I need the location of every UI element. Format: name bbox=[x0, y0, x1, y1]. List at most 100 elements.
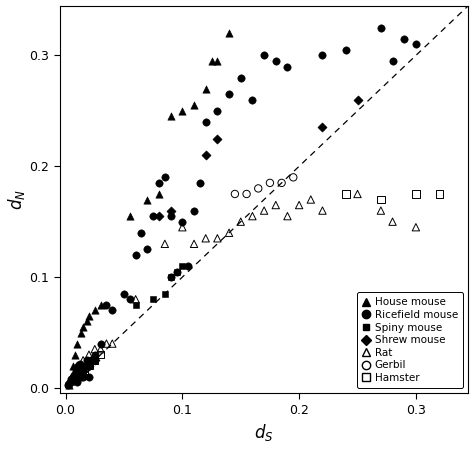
Rat bbox=[91, 346, 99, 353]
House mouse bbox=[73, 340, 81, 347]
Gerbil bbox=[77, 370, 84, 377]
Ricefield mouse bbox=[74, 362, 82, 370]
Spiny mouse bbox=[179, 262, 186, 269]
Rat bbox=[225, 229, 233, 236]
Gerbil bbox=[231, 190, 239, 198]
Gerbil bbox=[255, 185, 262, 192]
House mouse bbox=[155, 190, 163, 198]
Ricefield mouse bbox=[91, 351, 99, 358]
Rat bbox=[260, 207, 268, 214]
House mouse bbox=[144, 196, 151, 203]
Ricefield mouse bbox=[73, 379, 81, 386]
Spiny mouse bbox=[68, 379, 75, 386]
Ricefield mouse bbox=[137, 229, 145, 236]
House mouse bbox=[97, 301, 104, 308]
Gerbil bbox=[65, 381, 73, 388]
Hamster bbox=[91, 357, 99, 364]
Hamster bbox=[81, 366, 88, 374]
Ricefield mouse bbox=[97, 340, 104, 347]
Ricefield mouse bbox=[73, 368, 80, 375]
Spiny mouse bbox=[161, 290, 169, 297]
Ricefield mouse bbox=[214, 107, 221, 114]
Ricefield mouse bbox=[144, 246, 151, 253]
Ricefield mouse bbox=[83, 357, 91, 364]
Ricefield mouse bbox=[190, 207, 198, 214]
Gerbil bbox=[73, 373, 81, 380]
Hamster bbox=[85, 362, 93, 370]
Gerbil bbox=[91, 357, 99, 364]
Gerbil bbox=[278, 179, 285, 186]
Rat bbox=[412, 224, 419, 231]
Ricefield mouse bbox=[272, 57, 280, 65]
House mouse bbox=[79, 323, 87, 330]
Shrew mouse bbox=[354, 96, 361, 103]
Rat bbox=[179, 224, 186, 231]
Hamster bbox=[412, 190, 419, 198]
Spiny mouse bbox=[73, 373, 81, 380]
X-axis label: $d_S$: $d_S$ bbox=[255, 423, 274, 444]
Hamster bbox=[377, 196, 385, 203]
Ricefield mouse bbox=[103, 301, 110, 308]
Rat bbox=[272, 202, 280, 209]
Shrew mouse bbox=[214, 135, 221, 142]
Hamster bbox=[342, 190, 350, 198]
Rat bbox=[190, 240, 198, 247]
Rat bbox=[85, 351, 93, 358]
Ricefield mouse bbox=[109, 307, 116, 314]
Ricefield mouse bbox=[412, 41, 419, 48]
Rat bbox=[389, 218, 396, 225]
Shrew mouse bbox=[155, 212, 163, 220]
Rat bbox=[103, 340, 110, 347]
Ricefield mouse bbox=[389, 57, 396, 65]
House mouse bbox=[225, 30, 233, 37]
House mouse bbox=[71, 351, 79, 358]
Ricefield mouse bbox=[260, 52, 268, 59]
Rat bbox=[377, 207, 385, 214]
Shrew mouse bbox=[79, 368, 87, 375]
Rat bbox=[161, 240, 169, 247]
House mouse bbox=[85, 313, 93, 320]
Shrew mouse bbox=[91, 357, 99, 364]
House mouse bbox=[91, 307, 99, 314]
Spiny mouse bbox=[132, 301, 139, 308]
Hamster bbox=[71, 375, 79, 383]
Ricefield mouse bbox=[81, 362, 88, 370]
Gerbil bbox=[243, 190, 250, 198]
Ricefield mouse bbox=[237, 74, 245, 81]
Ricefield mouse bbox=[76, 360, 83, 367]
Ricefield mouse bbox=[249, 96, 256, 103]
Spiny mouse bbox=[85, 362, 93, 370]
Ricefield mouse bbox=[126, 296, 134, 303]
Rat bbox=[214, 235, 221, 242]
Rat bbox=[249, 212, 256, 220]
Ricefield mouse bbox=[78, 368, 86, 375]
House mouse bbox=[190, 102, 198, 109]
Spiny mouse bbox=[167, 273, 174, 281]
Ricefield mouse bbox=[68, 375, 75, 383]
Shrew mouse bbox=[319, 124, 326, 131]
Ricefield mouse bbox=[167, 273, 174, 281]
Gerbil bbox=[85, 362, 93, 370]
Legend: House mouse, Ricefield mouse, Spiny mouse, Shrew mouse, Rat, Gerbil, Hamster: House mouse, Ricefield mouse, Spiny mous… bbox=[357, 292, 463, 388]
Ricefield mouse bbox=[179, 218, 186, 225]
Rat bbox=[295, 202, 303, 209]
Gerbil bbox=[266, 179, 273, 186]
Rat bbox=[97, 346, 104, 353]
Gerbil bbox=[81, 366, 88, 374]
Rat bbox=[319, 207, 326, 214]
House mouse bbox=[69, 362, 76, 370]
Spiny mouse bbox=[149, 296, 157, 303]
House mouse bbox=[208, 57, 215, 65]
Shrew mouse bbox=[85, 362, 93, 370]
Ricefield mouse bbox=[66, 379, 74, 386]
Ricefield mouse bbox=[71, 373, 79, 380]
House mouse bbox=[202, 85, 210, 92]
Ricefield mouse bbox=[202, 119, 210, 126]
House mouse bbox=[179, 107, 186, 114]
Hamster bbox=[97, 351, 104, 358]
Rat bbox=[109, 340, 116, 347]
Ricefield mouse bbox=[79, 373, 87, 380]
Ricefield mouse bbox=[85, 373, 93, 380]
Ricefield mouse bbox=[173, 268, 180, 275]
Spiny mouse bbox=[173, 268, 180, 275]
